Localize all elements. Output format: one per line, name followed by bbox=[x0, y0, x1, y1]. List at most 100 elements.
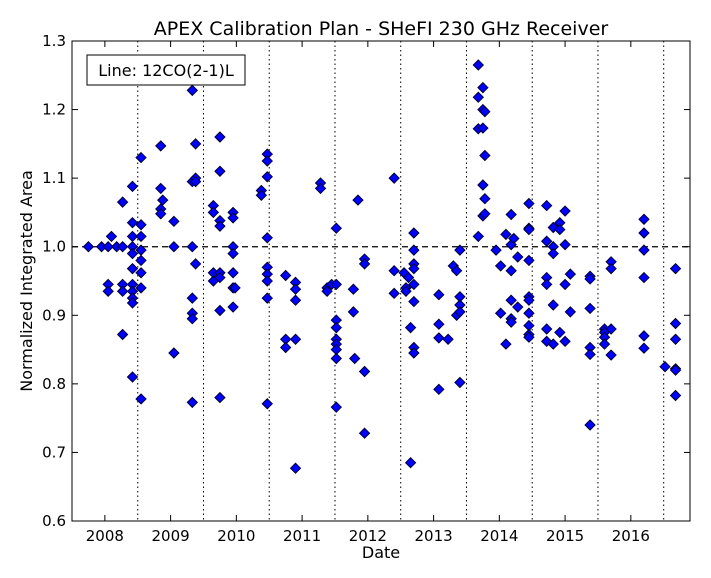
data-point bbox=[102, 241, 114, 253]
data-point bbox=[135, 267, 147, 279]
y-tick-label: 1.3 bbox=[42, 32, 66, 50]
data-point bbox=[559, 205, 571, 217]
data-point bbox=[388, 287, 400, 300]
data-point bbox=[523, 223, 535, 236]
y-tick-label: 0.9 bbox=[42, 306, 66, 324]
legend-text: Line: 12CO(2-1)L bbox=[98, 61, 234, 80]
data-point bbox=[669, 364, 682, 376]
data-point bbox=[289, 294, 302, 306]
data-point bbox=[155, 140, 167, 152]
data-point bbox=[135, 254, 147, 267]
data-point bbox=[189, 138, 202, 150]
data-point bbox=[638, 342, 650, 354]
data-point bbox=[404, 321, 417, 334]
data-point bbox=[490, 244, 502, 256]
data-point bbox=[523, 294, 535, 306]
data-point bbox=[135, 151, 147, 164]
data-point bbox=[523, 331, 535, 343]
data-point bbox=[454, 244, 466, 256]
x-axis-label: Date bbox=[362, 543, 400, 562]
data-point bbox=[584, 302, 596, 315]
data-point bbox=[126, 180, 139, 193]
data-point bbox=[408, 227, 420, 239]
data-point bbox=[408, 347, 420, 359]
data-point bbox=[638, 330, 650, 342]
data-point bbox=[168, 241, 180, 253]
data-point bbox=[189, 258, 202, 270]
data-point bbox=[669, 333, 682, 345]
data-point bbox=[554, 326, 566, 339]
data-point bbox=[638, 227, 650, 239]
data-point bbox=[442, 333, 454, 345]
x-tick-label: 2015 bbox=[546, 527, 584, 545]
data-point bbox=[479, 105, 491, 118]
chart-title: APEX Calibration Plan - SHeFI 230 GHz Re… bbox=[154, 18, 609, 40]
data-point bbox=[214, 165, 226, 177]
data-point bbox=[454, 306, 466, 318]
data-point bbox=[352, 194, 364, 206]
data-point bbox=[126, 262, 139, 275]
data-point bbox=[186, 292, 199, 304]
data-point bbox=[102, 285, 114, 297]
data-point bbox=[279, 269, 292, 282]
data-point bbox=[638, 244, 650, 256]
data-point bbox=[330, 321, 343, 334]
x-tick-label: 2012 bbox=[349, 527, 387, 545]
data-point bbox=[227, 267, 239, 279]
data-point bbox=[261, 171, 273, 183]
data-point bbox=[214, 304, 226, 317]
data-point bbox=[564, 306, 577, 318]
data-point bbox=[155, 208, 167, 220]
data-point bbox=[559, 278, 571, 291]
data-point bbox=[454, 376, 466, 389]
y-tick-label: 0.8 bbox=[42, 375, 66, 393]
data-point bbox=[227, 212, 239, 224]
data-point bbox=[540, 235, 553, 247]
data-point bbox=[554, 223, 566, 236]
data-point bbox=[82, 241, 95, 253]
data-point bbox=[116, 196, 129, 208]
data-point bbox=[168, 215, 180, 228]
data-point bbox=[348, 352, 361, 365]
axis-ticks: 0.6 0.7 0.8 0.9 1.0 1.1 1.2 1.3 2008 2009 2010 2011… bbox=[42, 32, 690, 545]
data-point bbox=[289, 462, 302, 474]
data-point bbox=[189, 175, 202, 188]
x-tick-label: 2008 bbox=[86, 527, 124, 545]
data-point bbox=[505, 294, 517, 306]
y-axis-label: Normalized Integrated Area bbox=[17, 170, 36, 392]
data-point bbox=[559, 238, 571, 251]
data-point bbox=[261, 232, 273, 244]
data-point bbox=[638, 213, 650, 225]
data-point bbox=[559, 335, 571, 348]
data-point bbox=[388, 172, 400, 184]
data-point bbox=[207, 206, 220, 219]
data-point bbox=[669, 389, 682, 402]
data-point bbox=[408, 262, 420, 275]
data-point bbox=[330, 401, 343, 413]
data-point bbox=[157, 194, 169, 206]
data-point bbox=[500, 338, 512, 350]
data-point bbox=[479, 193, 491, 205]
x-tick-label: 2009 bbox=[152, 527, 190, 545]
y-tick-label: 1.0 bbox=[42, 238, 66, 256]
data-point bbox=[289, 333, 302, 345]
data-point bbox=[126, 371, 139, 383]
data-point bbox=[408, 295, 420, 308]
data-point bbox=[105, 230, 118, 243]
data-point bbox=[402, 271, 415, 284]
data-point bbox=[214, 131, 226, 143]
data-point bbox=[358, 365, 371, 378]
data-point bbox=[255, 189, 268, 201]
data-point bbox=[186, 396, 199, 409]
data-point bbox=[347, 283, 360, 295]
data-point bbox=[472, 230, 485, 243]
data-point bbox=[330, 278, 343, 291]
plot-frame bbox=[71, 40, 691, 522]
data-point bbox=[605, 262, 617, 275]
data-point bbox=[126, 297, 139, 309]
data-point bbox=[540, 323, 553, 335]
data-point bbox=[508, 232, 520, 245]
y-tick-label: 0.6 bbox=[42, 512, 66, 530]
data-point bbox=[605, 349, 617, 361]
